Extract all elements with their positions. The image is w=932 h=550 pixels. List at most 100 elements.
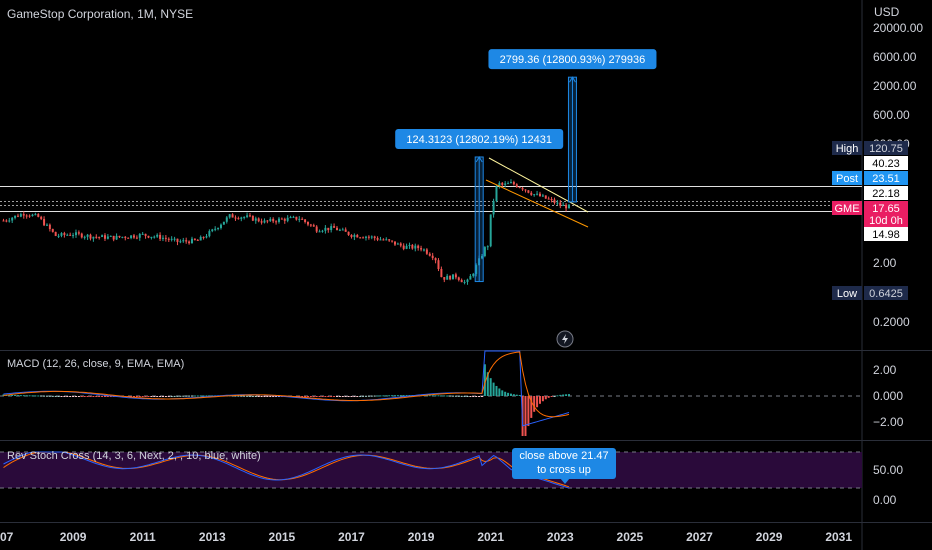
candle-body — [77, 232, 80, 234]
channel-lower — [485, 179, 589, 228]
candle-body — [22, 214, 25, 216]
candle-body — [8, 220, 11, 222]
candle-body — [321, 230, 324, 232]
candle-body — [475, 265, 478, 274]
candle-body — [428, 253, 431, 256]
candles — [2, 179, 570, 285]
candle-body — [402, 245, 405, 249]
candle-body — [182, 240, 185, 242]
time-tick-label: 07 — [0, 530, 14, 544]
macd-histogram-bar — [556, 395, 559, 397]
candle-body — [124, 236, 127, 238]
candle-body — [121, 236, 124, 238]
macd-histogram-bar — [193, 395, 196, 397]
price-tag-name: Post — [836, 173, 858, 185]
price-tick-label: 0.2000 — [873, 315, 910, 329]
macd-histogram-bar — [527, 396, 530, 427]
candle-body — [138, 234, 141, 238]
price-tag-bg — [864, 227, 908, 241]
candle-body — [170, 238, 173, 240]
candle-body — [353, 234, 356, 237]
macd-histogram-bar — [440, 395, 443, 397]
macd-histogram-bar — [434, 395, 437, 397]
candle-body — [318, 231, 321, 233]
macd-histogram-bar — [367, 395, 370, 397]
measure-boxes: 124.3123 (12802.19%) 12431 2799.36 (12800… — [395, 49, 657, 283]
price-tag-bg — [864, 201, 908, 227]
macd-histogram-bar — [80, 396, 83, 397]
price-tag-bg — [864, 141, 908, 155]
macd-histogram-bar — [538, 396, 541, 404]
measure-label-bg — [395, 128, 564, 149]
time-tick-label: 2019 — [408, 530, 435, 544]
candle-body — [469, 276, 472, 280]
macd-histogram-bar — [251, 395, 254, 397]
candle-body — [466, 279, 469, 282]
price-tag-bg — [864, 286, 908, 300]
macd-histogram-bar — [243, 395, 246, 397]
stoch-callout-pointer — [560, 478, 570, 484]
candle-body — [498, 182, 501, 186]
candle-body — [40, 216, 43, 219]
macd-histogram-bar — [509, 393, 512, 396]
stoch-band-bg — [0, 452, 862, 488]
macd-histogram-bar — [260, 396, 263, 397]
macd-histogram-bar — [536, 396, 539, 408]
macd-histogram-bar — [234, 395, 237, 397]
candle-body — [422, 249, 425, 251]
macd-histogram-bar — [512, 394, 515, 396]
macd-histogram-bar — [353, 396, 356, 397]
macd-histogram-bar — [379, 395, 382, 397]
macd-histogram-bar — [489, 378, 492, 396]
time-tick-label: 2029 — [756, 530, 783, 544]
macd-histogram-bar — [428, 395, 431, 397]
macd-tick-label: 0.000 — [873, 389, 903, 403]
macd-histogram-bar — [338, 396, 341, 397]
price-tag-bg — [864, 186, 908, 200]
macd-histogram-bar — [425, 395, 428, 397]
macd-histogram-bar — [208, 395, 211, 397]
macd-histogram-bar — [402, 395, 405, 397]
macd-histogram-bar — [507, 392, 510, 396]
candle-body — [509, 182, 512, 184]
candle-body — [257, 218, 260, 222]
candle-body — [118, 235, 121, 238]
price-tick-label: 600.00 — [873, 108, 910, 122]
macd-histogram-bar — [544, 396, 547, 400]
candle-body — [60, 233, 63, 236]
macd-histogram-bar — [51, 395, 54, 397]
macd-histogram-bar — [376, 395, 379, 397]
price-tag-value: 40.23 — [872, 158, 900, 170]
candle-body — [234, 217, 237, 219]
macd-histogram-bar — [48, 395, 51, 397]
candle-body — [443, 277, 446, 280]
macd-histogram-bar — [167, 396, 170, 397]
macd-histogram-bar — [83, 396, 86, 397]
candle-body — [51, 229, 54, 232]
candle-body — [405, 245, 408, 249]
macd-histogram-bar — [405, 395, 408, 397]
candle-body — [335, 227, 338, 231]
candle-body — [565, 204, 568, 209]
macd-histogram-bar — [159, 396, 162, 397]
macd-histogram-bar — [399, 395, 402, 397]
price-tag-bg — [864, 171, 908, 185]
macd-histogram-bar — [550, 396, 553, 397]
candle-body — [263, 220, 266, 223]
macd-histogram-bar — [318, 396, 321, 397]
candle-body — [202, 236, 205, 238]
price-tag-value: 14.98 — [872, 229, 900, 241]
main-pane-bg — [0, 0, 862, 350]
macd-histogram-bar — [460, 395, 463, 397]
candle-body — [135, 237, 138, 239]
candle-body — [391, 240, 394, 242]
macd-histogram-bar — [182, 395, 185, 397]
macd-histogram-bar — [437, 395, 440, 397]
time-tick-label: 2023 — [547, 530, 574, 544]
candle-body — [504, 183, 507, 185]
candle-body — [240, 217, 243, 219]
candle-body — [446, 275, 449, 280]
stoch-tick-label: 0.00 — [873, 493, 897, 507]
macd-histogram-bar — [567, 394, 570, 396]
